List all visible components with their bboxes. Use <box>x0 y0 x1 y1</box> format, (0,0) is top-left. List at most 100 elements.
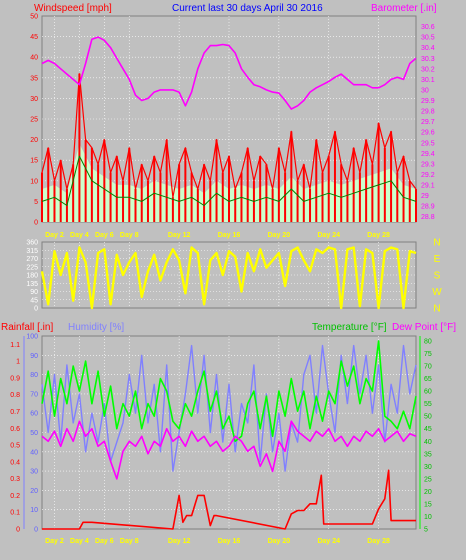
wind-axis-tick-9: 45 <box>30 34 38 41</box>
wind-axis-tick-1: 5 <box>34 199 38 206</box>
temperature-axis-tick-4: 25 <box>424 476 432 483</box>
panel3-day-label-5: Day 16 <box>218 538 241 545</box>
rain-axis-tick-10: 1 <box>16 359 20 366</box>
temperature-line <box>41 340 417 443</box>
rain-axis-tick-8: 0.8 <box>10 392 20 399</box>
rain-axis-tick-3: 0.3 <box>10 476 20 483</box>
dewpoint-label: Dew Point [°F] <box>392 322 456 333</box>
barometer-axis-tick-5: 29.3 <box>421 161 435 168</box>
panel1-day-label-6: Day 20 <box>268 232 291 239</box>
humidity-label: Humidity [%] <box>68 322 124 333</box>
compass-tick-0: N <box>433 304 440 315</box>
compass-tick-2: S <box>434 271 441 282</box>
panel3-day-label-2: Day 6 <box>95 538 114 545</box>
wind-avg-line <box>41 155 417 206</box>
temperature-axis-tick-12: 65 <box>424 376 432 383</box>
humidity-axis-tick-4: 40 <box>30 449 38 456</box>
panel1-axes: 0 5 10 15 20 25 30 35 40 45 50 28.8 28.9 29 29.1 29.2 29… <box>30 14 435 227</box>
temperature-axis-tick-9: 50 <box>424 414 432 421</box>
temperature-axis-tick-5: 30 <box>424 464 432 471</box>
wind-axis-tick-2: 10 <box>30 178 38 185</box>
barometer-axis-tick-17: 30.5 <box>421 35 435 42</box>
direction-axis-tick-6: 270 <box>26 256 38 263</box>
direction-axis-tick-8: 360 <box>26 240 38 247</box>
temperature-axis-tick-3: 20 <box>424 489 432 496</box>
panel1-day-label-8: Day 28 <box>367 232 390 239</box>
compass-tick-4: N <box>433 238 440 249</box>
humidity-axis-tick-0: 0 <box>34 527 38 534</box>
barometer-line <box>41 36 417 110</box>
wind-axis-tick-4: 20 <box>30 137 38 144</box>
direction-axis-tick-3: 135 <box>26 281 38 288</box>
barometer-axis-tick-3: 29.1 <box>421 183 435 190</box>
panel1-day-label-4: Day 12 <box>168 232 191 239</box>
wind-axis-tick-0: 0 <box>34 220 38 227</box>
panel3-day-label-4: Day 12 <box>168 538 191 545</box>
barometer-axis-tick-4: 29.2 <box>421 172 435 179</box>
humidity-axis-tick-1: 10 <box>30 507 38 514</box>
barometer-axis-tick-7: 29.5 <box>421 140 435 147</box>
wind-gust-layer <box>41 73 417 222</box>
barometer-axis-tick-6: 29.4 <box>421 151 435 158</box>
compass-tick-3: E <box>434 254 441 265</box>
panel3-day-label-1: Day 4 <box>70 538 89 545</box>
humidity-axis-tick-8: 80 <box>30 372 38 379</box>
wind-axis-tick-3: 15 <box>30 158 38 165</box>
direction-axis-tick-7: 315 <box>26 248 38 255</box>
temperature-axis-tick-1: 10 <box>424 514 432 521</box>
temperature-label: Temperature [°F] <box>312 322 387 333</box>
dewpoint-layer <box>41 420 417 480</box>
temperature-axis-tick-11: 60 <box>424 389 432 396</box>
direction-layer <box>40 246 417 310</box>
panel1-day-label-0: Day 2 <box>45 232 64 239</box>
humidity-axis-tick-9: 90 <box>30 353 38 360</box>
rain-axis-tick-5: 0.5 <box>10 443 20 450</box>
panel3-axes: 0 0.1 0.2 0.3 0.4 0.5 0.6 0.7 0.8 0.9 1 1.1 0 10 20 30 4… <box>10 334 432 534</box>
humidity-axis-tick-5: 50 <box>30 430 38 437</box>
rain-axis-tick-6: 0.6 <box>10 426 20 433</box>
humidity-layer <box>41 344 417 472</box>
barometer-axis-tick-18: 30.6 <box>421 24 435 31</box>
wind-axis-tick-5: 25 <box>30 117 38 124</box>
barometer-layer <box>41 36 417 110</box>
temperature-axis-tick-13: 70 <box>424 364 432 371</box>
rainfall-line <box>42 469 416 530</box>
rain-axis-tick-4: 0.4 <box>10 459 20 466</box>
panel3-day-label-8: Day 28 <box>367 538 390 545</box>
rainfall-layer <box>42 469 416 530</box>
windspeed-label: Windspeed [mph] <box>34 3 112 14</box>
humidity-axis-tick-3: 30 <box>30 469 38 476</box>
temperature-axis-tick-2: 15 <box>424 501 432 508</box>
wind-avg-layer <box>41 155 417 206</box>
direction-axis-tick-0: 0 <box>34 306 38 313</box>
humidity-line <box>41 344 417 472</box>
rain-axis-tick-11: 1.1 <box>10 342 20 349</box>
barometer-axis-tick-0: 28.8 <box>421 214 435 221</box>
direction-axis-tick-5: 225 <box>26 264 38 271</box>
barometer-axis-tick-10: 29.8 <box>421 109 435 116</box>
rainfall-label: Rainfall [.in] <box>1 322 53 333</box>
rain-axis-tick-2: 0.2 <box>10 493 20 500</box>
panel3-day-label-6: Day 20 <box>268 538 291 545</box>
barometer-axis-tick-16: 30.4 <box>421 45 435 52</box>
temperature-axis-tick-0: 5 <box>424 527 428 534</box>
wind-axis-tick-7: 35 <box>30 75 38 82</box>
temperature-axis-tick-10: 55 <box>424 401 432 408</box>
humidity-axis-tick-2: 20 <box>30 488 38 495</box>
dewpoint-line <box>41 420 417 480</box>
humidity-axis-tick-6: 60 <box>30 411 38 418</box>
wind-axis-tick-8: 40 <box>30 55 38 62</box>
direction-axis-tick-2: 90 <box>30 289 38 296</box>
rain-axis-tick-1: 0.1 <box>10 510 20 517</box>
chart-title: Current last 30 days April 30 2016 <box>172 3 323 14</box>
humidity-axis-tick-10: 100 <box>26 334 38 341</box>
temperature-axis-tick-8: 45 <box>424 426 432 433</box>
barometer-axis-tick-9: 29.7 <box>421 119 435 126</box>
panel1-day-label-3: Day 8 <box>120 232 139 239</box>
rain-axis-tick-7: 0.7 <box>10 409 20 416</box>
barometer-axis-tick-11: 29.9 <box>421 98 435 105</box>
temperature-axis-tick-6: 35 <box>424 451 432 458</box>
wind-gust-line <box>41 73 417 198</box>
